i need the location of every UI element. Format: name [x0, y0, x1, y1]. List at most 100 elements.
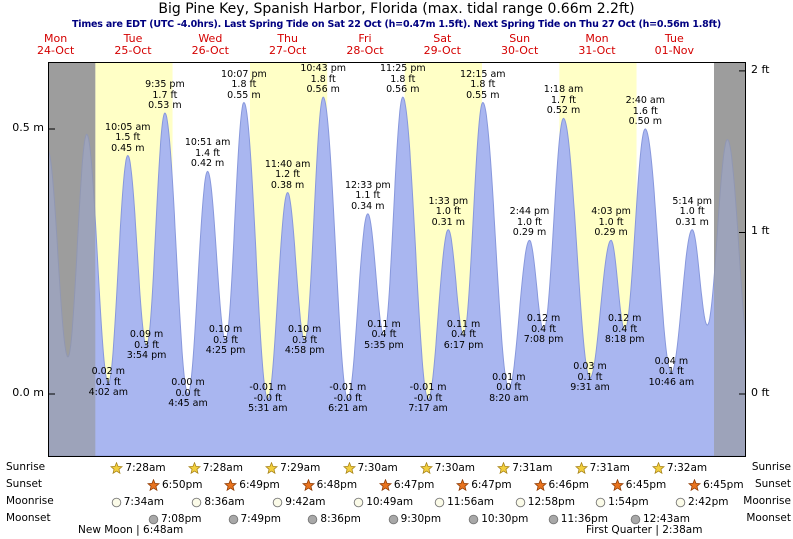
moonrise-event: 10:49am [353, 495, 413, 509]
sunrise-time: 7:28am [202, 462, 243, 474]
sunset-event: 6:49pm [224, 478, 280, 492]
y-axis-right-label-2ft: 2 ft [751, 63, 770, 76]
sunrise-time: 7:31am [512, 462, 553, 474]
moonrise-circle-icon [434, 497, 445, 508]
moonset-circle-icon [548, 514, 559, 525]
sunrise-star-icon [187, 461, 201, 475]
moonrise-time: 11:56am [447, 496, 495, 508]
moonset-time: 12:43am [643, 513, 690, 525]
moonset-time: 8:36pm [320, 513, 361, 525]
moonrise-circle-icon [191, 497, 202, 508]
sunrise-event: 7:28am [110, 461, 166, 475]
moonrise-time: 9:42am [285, 496, 326, 508]
sunrise-event: 7:30am [342, 461, 398, 475]
sunrise-time: 7:32am [666, 462, 708, 474]
y-axis-left-label-00m: 0.0 m [12, 386, 44, 399]
moonrise-time: 2:42pm [688, 496, 729, 508]
moonrise-event: 1:54pm [595, 495, 649, 509]
day-label-29-Oct: Sat 29-Oct [402, 33, 482, 57]
moonset-time: 10:30pm [481, 513, 529, 525]
sunset-event: 6:50pm [147, 478, 202, 492]
moonset-event: 12:43am [630, 512, 690, 526]
moonrise-event: 12:58pm [515, 495, 575, 509]
day-name: Tue [123, 32, 143, 45]
moonset-circle-icon [388, 514, 399, 525]
sunset-time: 6:49pm [239, 479, 280, 491]
sunrise-event: 7:31am [497, 461, 552, 475]
moonset-circle-icon [468, 514, 479, 525]
sunset-event: 6:47pm [456, 478, 512, 492]
moon-phase-first-quarter: First Quarter | 2:38am [586, 524, 703, 536]
sunrise-time: 7:30am [357, 462, 398, 474]
sunrise-time: 7:30am [434, 462, 476, 474]
moonset-circle-icon [148, 514, 159, 525]
day-label-01-Nov: Tue 01-Nov [634, 33, 714, 57]
sunset-star-icon [688, 478, 702, 492]
sunrise-star-icon [342, 461, 356, 475]
sunrise-row-label-right: Sunrise [751, 461, 791, 473]
past-days-overlay [49, 63, 96, 456]
moonrise-event: 8:36am [191, 495, 245, 509]
moonrise-circle-icon [353, 497, 364, 508]
moonset-event: 8:36pm [307, 512, 361, 526]
sunrise-time: 7:29am [280, 462, 321, 474]
day-name: Thu [277, 32, 298, 45]
day-name: Mon [44, 32, 68, 45]
day-date: 30-Oct [501, 44, 539, 57]
day-label-31-Oct: Mon 31-Oct [557, 33, 637, 57]
sunset-star-icon [610, 478, 624, 492]
day-date: 26-Oct [191, 44, 229, 57]
sunset-star-icon [533, 478, 547, 492]
sunset-star-icon [378, 478, 392, 492]
day-date: 25-Oct [114, 44, 152, 57]
day-name: Sun [509, 32, 531, 45]
moonrise-row-label-left: Moonrise [6, 495, 54, 507]
y-axis-right-label-1ft: 1 ft [751, 224, 770, 237]
future-days-overlay [714, 63, 745, 456]
page-title: Big Pine Key, Spanish Harbor, Florida (m… [158, 1, 635, 17]
day-label-28-Oct: Fri 28-Oct [325, 33, 405, 57]
sunrise-star-icon [265, 461, 279, 475]
sunset-star-icon [224, 478, 238, 492]
moonrise-circle-icon [111, 497, 122, 508]
tide-curve-svg [49, 63, 745, 456]
sunset-time: 6:46pm [548, 479, 589, 491]
tide-curve [49, 96, 745, 456]
moon-phase-new-moon: New Moon | 6:48am [78, 524, 184, 536]
day-label-27-Oct: Thu 27-Oct [248, 33, 328, 57]
day-name: Fri [358, 32, 372, 45]
moonset-row-label-left: Moonset [6, 512, 51, 524]
axis-ticks [49, 70, 745, 395]
moonset-circle-icon [228, 514, 239, 525]
moonrise-event: 2:42pm [675, 495, 728, 509]
moonrise-time: 1:54pm [608, 496, 649, 508]
moonrise-event: 11:56am [434, 495, 494, 509]
sunrise-event: 7:29am [265, 461, 320, 475]
moonset-row-label-right: Moonset [746, 512, 791, 524]
moonrise-time: 7:34am [123, 496, 164, 508]
sunset-row-label-left: Sunset [6, 478, 43, 490]
sunset-event: 6:45pm [688, 478, 744, 492]
moonrise-circle-icon [272, 497, 283, 508]
day-name: Mon [585, 32, 609, 45]
y-axis-right-label-0ft: 0 ft [751, 386, 770, 399]
day-label-26-Oct: Wed 26-Oct [170, 33, 250, 57]
day-date: 24-Oct [37, 44, 75, 57]
sunset-star-icon [456, 478, 470, 492]
day-date: 29-Oct [423, 44, 461, 57]
moonrise-time: 12:58pm [527, 496, 575, 508]
moonrise-event: 9:42am [272, 495, 326, 509]
day-name: Wed [198, 32, 223, 45]
sunset-time: 6:47pm [471, 479, 512, 491]
moonset-time: 9:30pm [400, 513, 442, 525]
sunset-event: 6:45pm [610, 478, 666, 492]
moonset-event: 7:08pm [148, 512, 201, 526]
sunset-row-label-right: Sunset [754, 478, 791, 490]
moonrise-circle-icon [595, 497, 606, 508]
sunrise-event: 7:28am [187, 461, 243, 475]
day-date: 01-Nov [654, 44, 695, 57]
moonset-event: 7:49pm [228, 512, 281, 526]
moonrise-circle-icon [515, 497, 526, 508]
sunset-time: 6:48pm [316, 479, 358, 491]
